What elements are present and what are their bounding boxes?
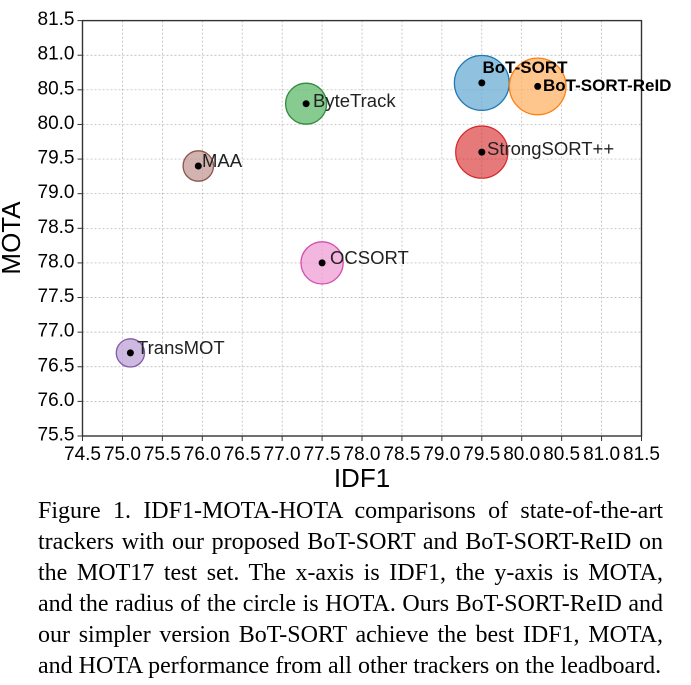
svg-text:76.5: 76.5 xyxy=(38,355,75,376)
svg-text:77.5: 77.5 xyxy=(38,286,75,307)
svg-text:80.5: 80.5 xyxy=(38,78,75,99)
svg-text:MAA: MAA xyxy=(202,150,243,171)
svg-text:75.0: 75.0 xyxy=(104,444,141,465)
svg-text:TransMOT: TransMOT xyxy=(137,337,225,358)
svg-text:75.5: 75.5 xyxy=(38,425,75,446)
svg-text:79.0: 79.0 xyxy=(38,182,75,203)
svg-text:BoT-SORT: BoT-SORT xyxy=(483,58,569,77)
svg-text:77.0: 77.0 xyxy=(264,444,301,465)
svg-text:76.0: 76.0 xyxy=(38,390,75,411)
svg-text:74.5: 74.5 xyxy=(64,444,101,465)
svg-text:ByteTrack: ByteTrack xyxy=(313,90,396,111)
svg-text:79.5: 79.5 xyxy=(38,148,75,169)
svg-text:81.5: 81.5 xyxy=(623,444,660,465)
svg-text:81.0: 81.0 xyxy=(583,444,620,465)
svg-text:79.0: 79.0 xyxy=(423,444,460,465)
svg-text:81.0: 81.0 xyxy=(38,44,75,65)
svg-text:IDF1: IDF1 xyxy=(334,463,390,493)
svg-text:78.5: 78.5 xyxy=(38,217,75,238)
svg-text:77.0: 77.0 xyxy=(38,321,75,342)
svg-text:78.0: 78.0 xyxy=(38,251,75,272)
svg-text:80.0: 80.0 xyxy=(38,113,75,134)
svg-text:MOTA: MOTA xyxy=(0,201,26,275)
svg-text:80.5: 80.5 xyxy=(543,444,580,465)
svg-text:76.5: 76.5 xyxy=(224,444,261,465)
svg-text:76.0: 76.0 xyxy=(184,444,221,465)
svg-text:77.5: 77.5 xyxy=(304,444,341,465)
svg-text:78.0: 78.0 xyxy=(344,444,381,465)
svg-text:75.5: 75.5 xyxy=(144,444,181,465)
svg-text:StrongSORT++: StrongSORT++ xyxy=(487,138,614,159)
svg-text:78.5: 78.5 xyxy=(383,444,420,465)
svg-text:OCSORT: OCSORT xyxy=(330,247,409,268)
svg-text:79.5: 79.5 xyxy=(463,444,500,465)
svg-text:81.5: 81.5 xyxy=(38,9,75,30)
svg-text:BoT-SORT-ReID: BoT-SORT-ReID xyxy=(543,76,671,95)
svg-text:80.0: 80.0 xyxy=(503,444,540,465)
